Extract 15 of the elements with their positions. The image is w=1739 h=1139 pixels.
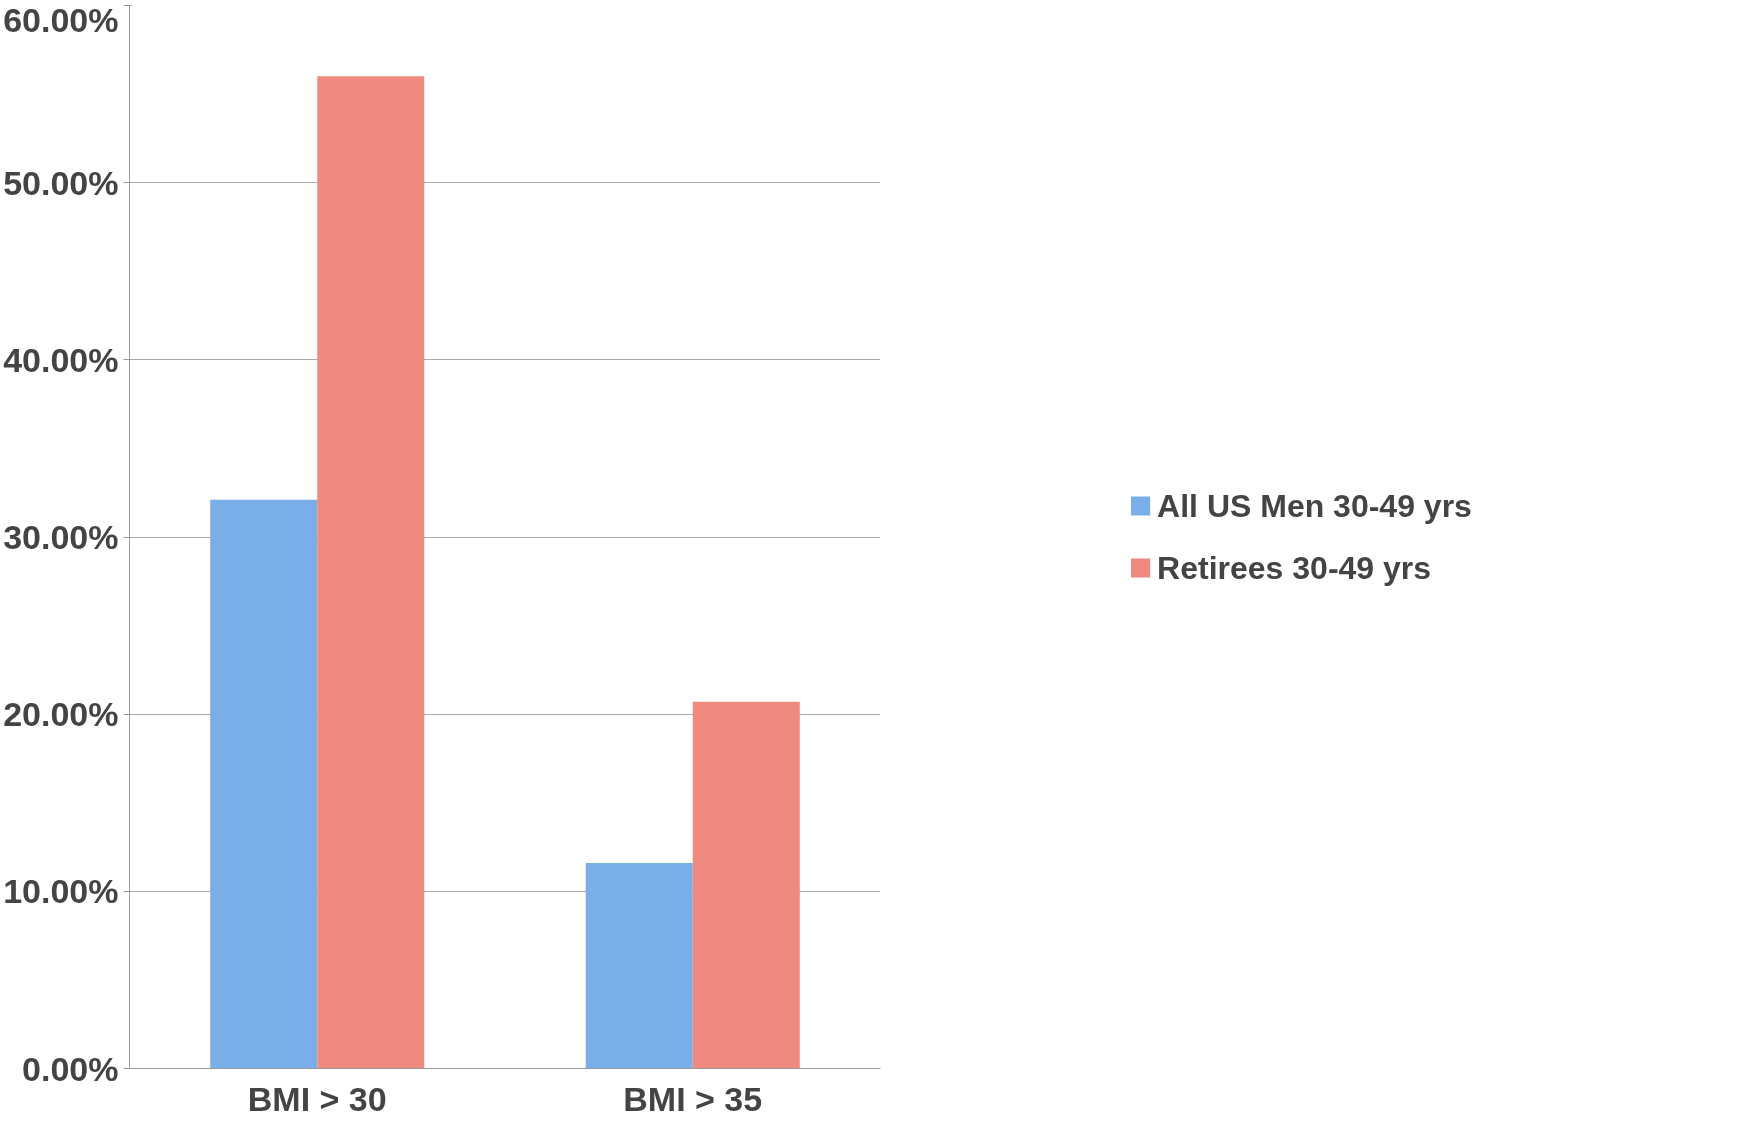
y-tick-label: 10.00% (3, 872, 119, 911)
legend-label: Retirees 30-49 yrs (1157, 549, 1432, 586)
y-tick-label: 0.00% (22, 1049, 119, 1088)
y-tick-label: 30.00% (3, 518, 119, 556)
y-tick-label: 20.00% (3, 695, 119, 734)
y-tick-label: 60.00% (3, 0, 119, 39)
y-tick-label: 50.00% (3, 163, 119, 202)
x-tick-label: BMI > 35 (623, 1079, 763, 1118)
bar (692, 701, 800, 1069)
bar (210, 499, 318, 1069)
legend-label: All US Men 30-49 yrs (1157, 487, 1472, 524)
x-tick-label: BMI > 30 (247, 1079, 387, 1118)
y-tick-label: 40.00% (3, 340, 119, 379)
bar (585, 862, 693, 1069)
bar (317, 76, 425, 1069)
